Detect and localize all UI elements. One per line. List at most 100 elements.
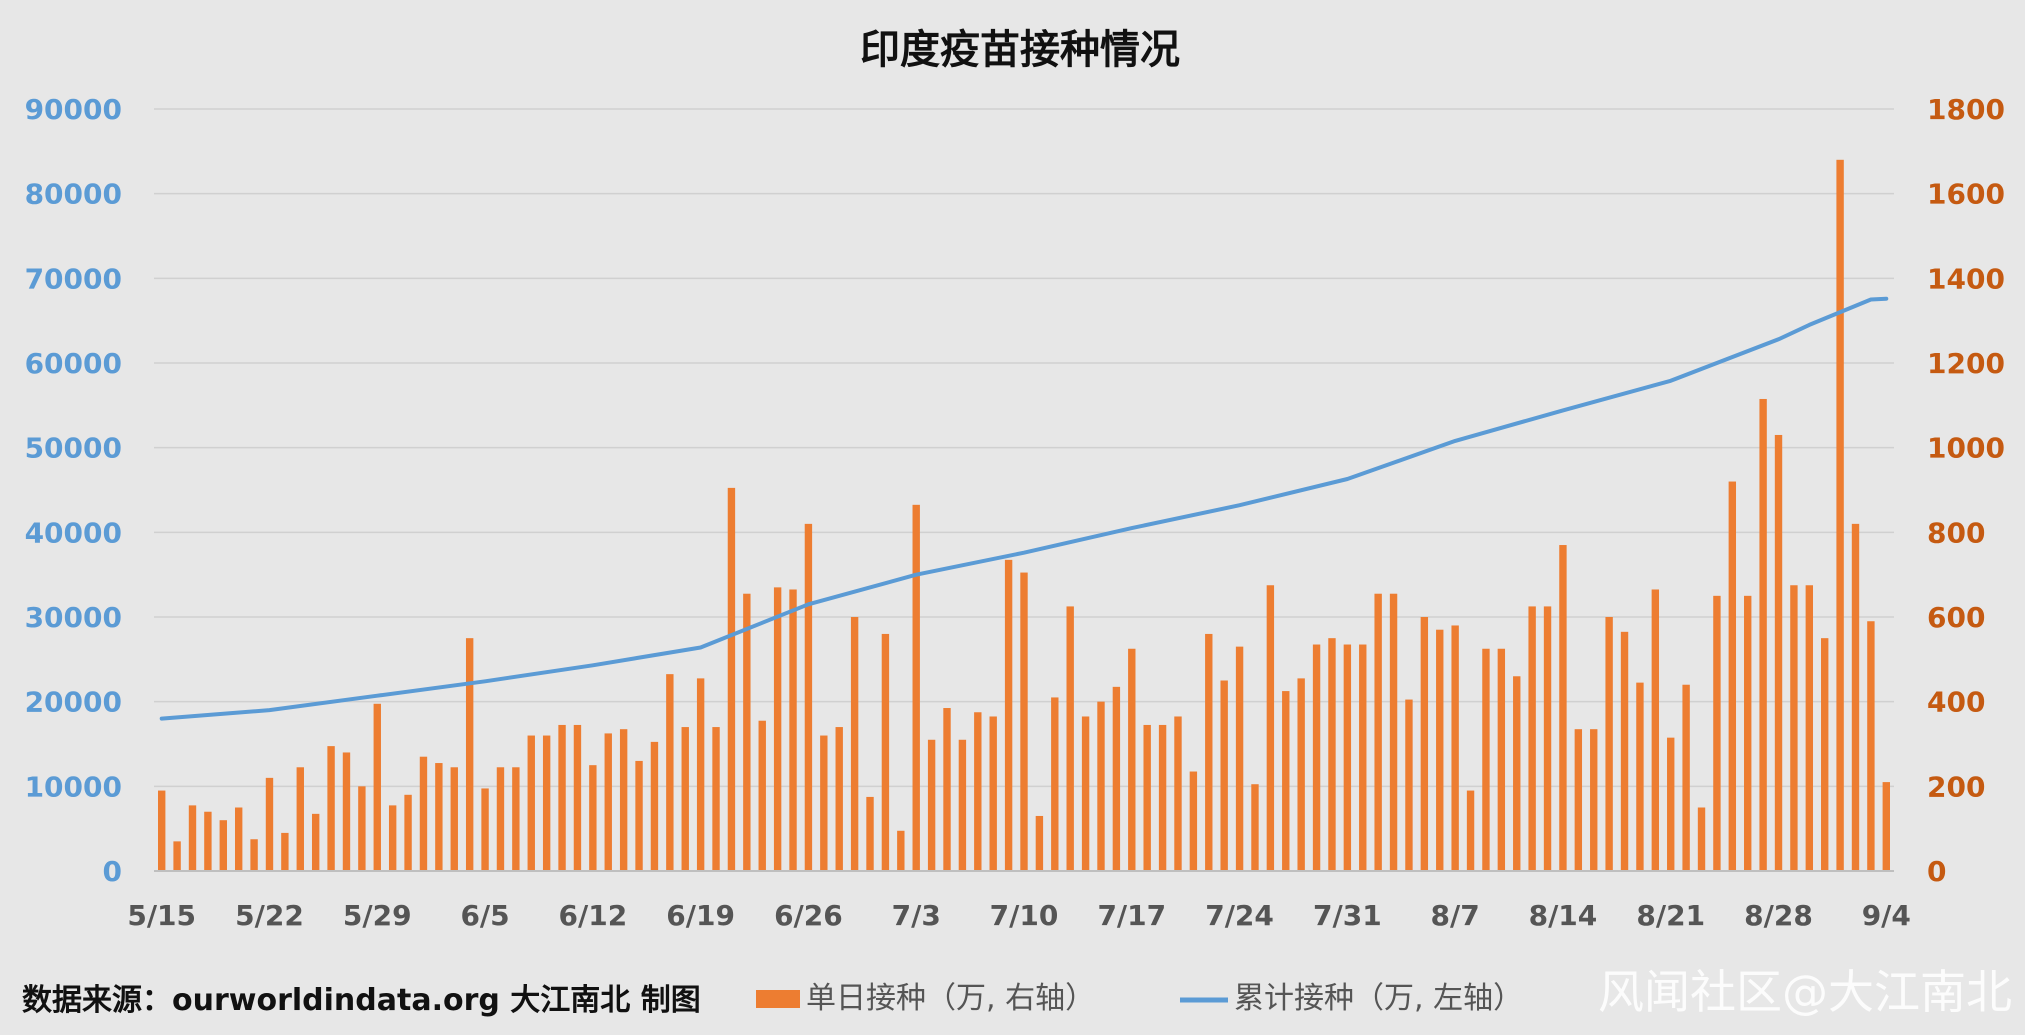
daily-bar xyxy=(1451,625,1459,871)
x-tick-label: 8/28 xyxy=(1744,899,1813,932)
daily-bar xyxy=(234,807,243,871)
daily-bar xyxy=(1713,595,1721,871)
daily-bar xyxy=(1081,716,1090,871)
daily-bar xyxy=(1066,606,1074,871)
daily-bar xyxy=(1097,701,1105,871)
left-tick-label: 10000 xyxy=(25,770,122,803)
right-tick-label: 800 xyxy=(1927,516,1985,549)
daily-bar xyxy=(1497,648,1506,871)
daily-bar xyxy=(604,733,612,871)
daily-bar xyxy=(158,790,166,871)
legend: 单日接种（万, 右轴） 累计接种（万, 左轴） xyxy=(756,981,1523,1016)
daily-bar xyxy=(1590,729,1598,871)
x-tick-label: 7/3 xyxy=(892,899,941,932)
daily-bar xyxy=(1605,617,1613,871)
daily-bar xyxy=(404,794,412,871)
left-tick-label: 70000 xyxy=(25,262,122,295)
chart-title: 印度疫苗接种情况 xyxy=(860,27,1180,73)
source-note: 数据来源：ourworldindata.org 大江南北 制图 xyxy=(22,983,701,1018)
x-tick-label: 6/19 xyxy=(666,899,735,932)
daily-bar xyxy=(558,724,566,871)
daily-bar xyxy=(1466,790,1475,871)
daily-bar xyxy=(712,727,720,871)
right-axis-ticks: 0 200 400 600 800 1000 1200 1400 1600 1800 xyxy=(1927,93,2005,888)
daily-bar xyxy=(1543,606,1552,871)
daily-bar xyxy=(1882,782,1890,871)
daily-bar xyxy=(635,760,643,871)
daily-bar xyxy=(1405,699,1413,871)
daily-bar xyxy=(1389,593,1398,871)
x-tick-label: 7/31 xyxy=(1313,899,1382,932)
daily-bar xyxy=(542,735,551,871)
left-tick-label: 80000 xyxy=(25,178,122,211)
x-tick-label: 8/7 xyxy=(1431,899,1480,932)
right-tick-label: 1000 xyxy=(1927,432,2005,465)
left-tick-label: 20000 xyxy=(25,686,122,719)
daily-bar xyxy=(1559,545,1567,871)
daily-bar xyxy=(1774,434,1783,871)
right-tick-label: 1400 xyxy=(1927,262,2005,295)
daily-bar xyxy=(1220,680,1228,871)
daily-bar xyxy=(1528,606,1536,871)
daily-bar xyxy=(589,765,597,871)
daily-bar xyxy=(681,727,689,871)
x-tick-label: 8/14 xyxy=(1529,899,1598,932)
daily-bar xyxy=(265,777,274,871)
daily-bar xyxy=(1112,686,1121,871)
daily-bar xyxy=(835,727,843,871)
daily-bar xyxy=(773,587,782,871)
daily-bar xyxy=(758,720,766,871)
daily-bar xyxy=(1189,771,1198,871)
daily-bar xyxy=(820,735,828,871)
daily-bar xyxy=(496,767,505,871)
daily-bar xyxy=(789,589,797,871)
left-tick-label: 50000 xyxy=(25,432,122,465)
daily-bar xyxy=(974,712,982,871)
daily-bar xyxy=(311,813,320,871)
daily-bar xyxy=(1328,638,1336,871)
daily-bar xyxy=(1482,648,1490,871)
x-tick-label: 9/4 xyxy=(1862,899,1911,932)
daily-bar xyxy=(1636,682,1644,871)
x-axis-ticks: 5/15 5/22 5/29 6/5 6/12 6/19 6/26 7/3 7/10 7/17 7/… xyxy=(127,899,1911,932)
right-tick-label: 200 xyxy=(1927,770,1985,803)
daily-bar xyxy=(1035,815,1044,871)
daily-bar xyxy=(943,708,951,871)
daily-bar xyxy=(989,716,997,871)
daily-bar xyxy=(1004,559,1013,871)
daily-bar xyxy=(1682,684,1690,871)
daily-bar xyxy=(465,638,474,871)
daily-bar xyxy=(1235,646,1244,871)
daily-bar xyxy=(450,767,458,871)
x-tick-label: 5/22 xyxy=(235,899,304,932)
right-tick-label: 0 xyxy=(1927,855,1946,888)
gridlines xyxy=(154,108,1894,788)
daily-bar xyxy=(373,703,381,871)
daily-bar xyxy=(1851,523,1860,871)
legend-bar-swatch xyxy=(756,990,800,1008)
daily-bar xyxy=(1297,678,1305,871)
x-tick-label: 8/21 xyxy=(1636,899,1705,932)
daily-bar xyxy=(1143,724,1151,871)
daily-bar xyxy=(1697,807,1706,871)
daily-bar xyxy=(481,788,489,871)
daily-bar xyxy=(435,763,443,871)
daily-bar xyxy=(204,811,212,871)
left-tick-label: 90000 xyxy=(25,93,122,126)
daily-bar xyxy=(881,633,890,871)
daily-bar xyxy=(1359,644,1367,871)
daily-bar xyxy=(696,678,705,871)
daily-bar xyxy=(1620,631,1629,871)
daily-bar xyxy=(1020,572,1028,871)
daily-bar xyxy=(619,729,628,871)
x-tick-label: 5/15 xyxy=(127,899,196,932)
daily-bar xyxy=(1790,585,1798,871)
daily-bar xyxy=(527,735,535,871)
right-tick-label: 600 xyxy=(1927,601,1985,634)
cumulative-line xyxy=(159,296,1889,721)
daily-bar xyxy=(1759,398,1767,871)
daily-bar xyxy=(296,767,304,871)
legend-line-label: 累计接种（万, 左轴） xyxy=(1234,981,1523,1016)
watermark: 风闻社区@大江南北 xyxy=(1598,965,2012,1019)
